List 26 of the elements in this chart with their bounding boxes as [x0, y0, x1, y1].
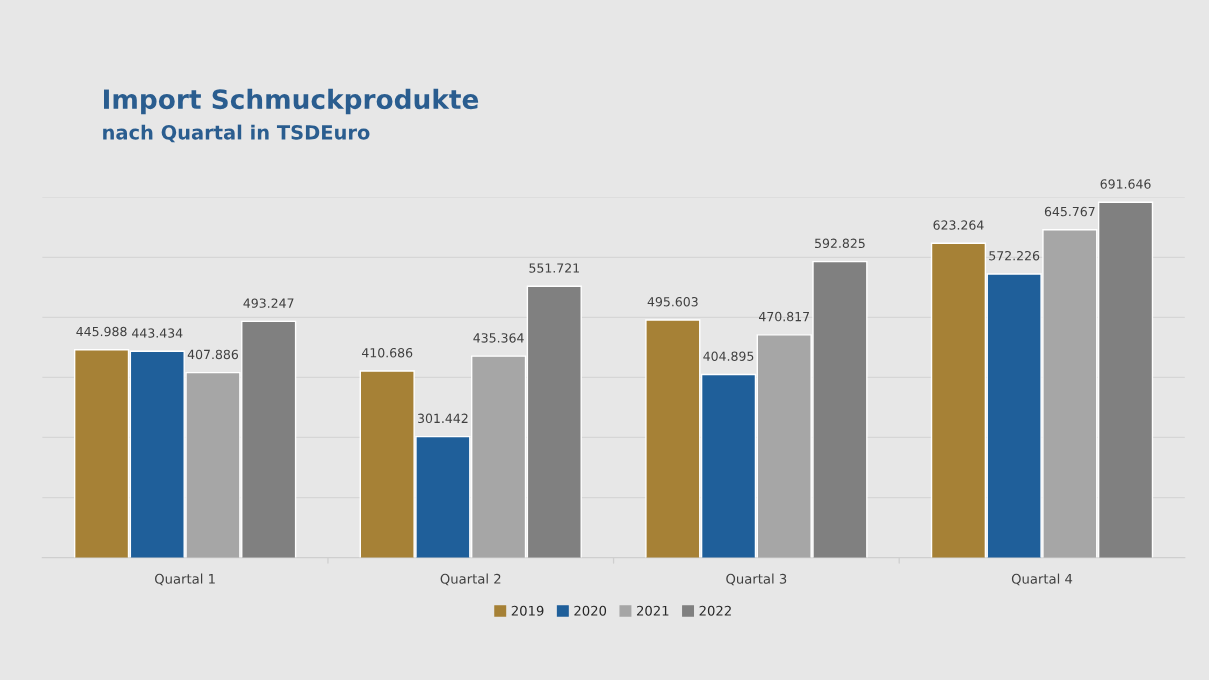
- data-label: 691.646: [1100, 179, 1151, 189]
- data-label: 623.264: [933, 220, 984, 230]
- legend-label: 2021: [636, 605, 669, 616]
- x-tick-label: Quartal 1: [154, 573, 215, 586]
- chart-subtitle: nach Quartal in TSDEuro: [103, 124, 370, 143]
- data-label: 592.825: [815, 238, 865, 249]
- x-tick-label: Quartal 4: [1011, 573, 1073, 586]
- data-label: 301.442: [418, 413, 468, 424]
- data-label: 551.721: [529, 263, 579, 273]
- x-tick-label: Quartal 3: [726, 573, 787, 586]
- data-label: 435.364: [473, 333, 524, 343]
- data-label: 410.686: [361, 347, 413, 358]
- data-label: 443.434: [132, 328, 183, 338]
- legend-label: 2022: [699, 605, 731, 616]
- data-label: 572.226: [989, 250, 1040, 261]
- x-tick-label: Quartal 2: [440, 573, 501, 586]
- data-label: 645.767: [1044, 206, 1095, 217]
- data-label: 493.247: [243, 298, 294, 308]
- chart-title: Import Schmuckprodukte: [103, 88, 479, 115]
- legend-label: 2020: [574, 605, 607, 616]
- data-label: 404.895: [703, 351, 754, 361]
- data-label: 495.603: [647, 296, 698, 307]
- data-label: 407.886: [187, 349, 239, 360]
- legend-label: 2019: [511, 605, 544, 616]
- data-label: 445.988: [76, 326, 127, 337]
- data-label: 470.817: [758, 311, 810, 322]
